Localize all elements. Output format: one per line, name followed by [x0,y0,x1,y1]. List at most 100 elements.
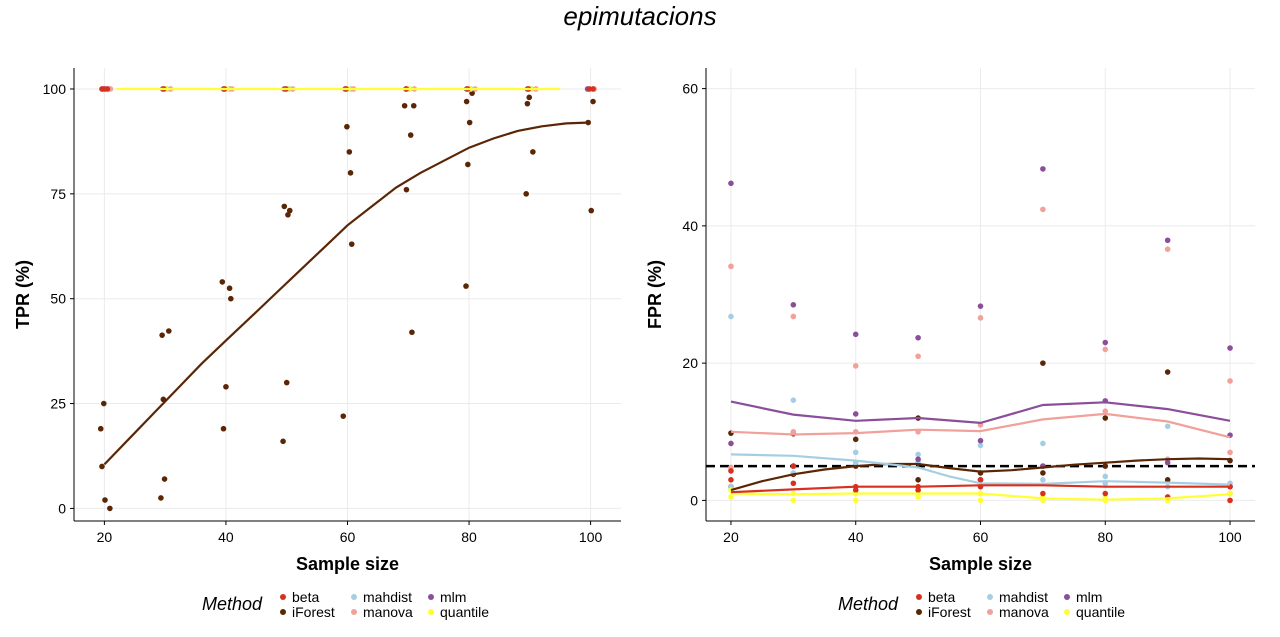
point-iforest [166,328,172,334]
point-iforest [530,149,536,155]
legend-label: mahdist [363,589,412,605]
point-mlm [728,180,734,187]
legend-key-manova [351,609,357,615]
y-tick-label: 100 [43,81,67,97]
point-beta [728,477,734,483]
point-manova [1164,246,1171,252]
point-mahdist [790,397,797,404]
series-beta-points [728,463,1233,504]
y-tick-label: 20 [682,355,698,371]
legend-key-mahdist [351,594,357,600]
point-mahdist [1040,440,1046,447]
legend-label: quantile [440,604,489,620]
point-mahdist [915,451,921,458]
x-tick-label: 20 [723,529,739,545]
point-iforest [158,495,164,501]
point-iforest [280,438,286,445]
point-beta [852,487,859,493]
point-iforest [340,413,347,419]
legend-label: mlm [440,589,466,605]
legend-label: manova [363,604,413,620]
point-iforest [465,161,471,168]
point-iforest [346,149,353,155]
point-iforest [347,170,354,176]
point-manova [728,263,734,270]
point-beta [1102,490,1109,497]
x-axis-title: Sample size [296,554,399,574]
point-iforest [286,207,293,214]
legend-item-mlm: mlm [1064,589,1102,605]
point-mlm [790,301,797,308]
fpr-panel: 20 40 60 80 100 0 20 40 60 Sample size FPR (%) Meth… [645,68,1255,620]
point-iforest [526,94,533,101]
legend-item-manova: manova [351,604,413,620]
curve-quantile [730,492,1231,501]
point-iforest [469,90,475,96]
point-manova [1102,408,1109,414]
legend-label: iForest [292,604,335,620]
legend-label: beta [292,589,319,605]
point-manova [1227,449,1233,456]
legend-item-mahdist: mahdist [987,589,1048,605]
y-axis-title: TPR (%) [13,260,33,329]
point-iforest [410,102,417,109]
series-quantile-points [728,487,1233,504]
legend-item-quantile: quantile [1064,604,1125,620]
legend-item-iforest: iForest [916,604,971,620]
legend-item-beta: beta [280,589,319,605]
point-mahdist [1164,423,1171,430]
point-iforest [466,119,473,126]
point-iforest [915,477,921,483]
legend-key-quantile [428,609,434,615]
legend-label: quantile [1076,604,1125,620]
point-beta [728,468,734,474]
point-iforest [223,383,229,390]
curve-iforest [103,121,591,466]
point-iforest [281,203,288,210]
legend-item-beta: beta [916,589,955,605]
point-manova [1102,346,1109,353]
point-manova [1227,378,1233,384]
curve-mlm [730,400,1231,425]
point-beta [790,463,797,469]
point-quantile [915,494,921,500]
point-mlm [1164,459,1171,466]
point-iforest [161,476,168,482]
point-beta [590,86,596,92]
y-tick-label: 0 [690,492,698,508]
grid [74,68,621,521]
point-beta [104,86,111,92]
x-tick-label: 100 [1218,529,1242,545]
point-iforest [99,463,105,470]
point-iforest [588,207,595,214]
point-iforest [407,132,414,138]
y-tick-label: 75 [50,186,66,202]
point-iforest [409,329,415,336]
grid [706,68,1255,521]
legend-item-mlm: mlm [428,589,466,605]
legend-key-mahdist [987,594,993,600]
point-iforest [1102,415,1109,421]
series-beta-points [99,86,596,92]
point-iforest [1164,369,1171,375]
legend-key-manova [987,609,993,615]
point-mahdist [728,313,734,320]
point-iforest [285,212,291,218]
legend-item-quantile: quantile [428,604,489,620]
legend-key-beta [280,594,286,600]
y-axis-title: FPR (%) [645,260,665,329]
point-quantile [977,497,984,504]
point-beta [1040,490,1046,497]
point-quantile [728,494,734,500]
point-mlm [915,456,921,463]
point-mlm [852,331,859,338]
point-beta [977,477,984,483]
point-iforest [159,332,165,338]
point-iforest [401,102,408,109]
y-tick-label: 40 [682,218,698,234]
point-iforest [348,241,355,247]
y-tick-label: 25 [50,396,66,412]
legend-item-iforest: iForest [280,604,335,620]
